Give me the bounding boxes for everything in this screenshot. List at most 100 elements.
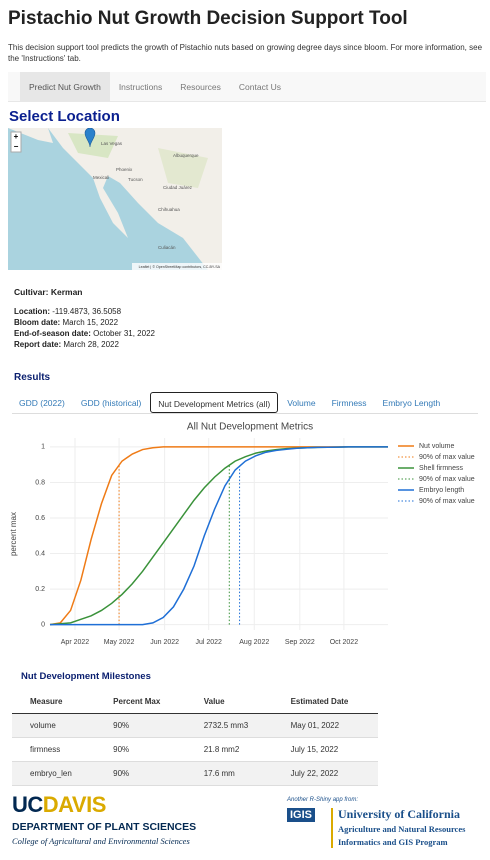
section-heading: Select Location xyxy=(9,108,120,125)
university: University of California xyxy=(338,807,460,821)
ucdavis-logo: UCDAVIS xyxy=(12,792,106,818)
x-tick-label: Jun 2022 xyxy=(150,639,179,646)
milestones-table: Measure Percent Max Value Estimated Date vol… xyxy=(12,690,378,786)
table-row: volume 90% 2732.5 mm3 May 01, 2022 xyxy=(12,713,378,738)
attribution-bg xyxy=(132,263,222,270)
report-info: Location: -119.4873, 36.5058 Bloom date: … xyxy=(14,306,155,350)
nav-tab[interactable]: Contact Us xyxy=(238,82,281,92)
anr: Agriculture and Natural Resources xyxy=(338,824,466,834)
zoom-control xyxy=(10,131,22,153)
igis-logo: IGIS xyxy=(287,808,316,822)
info-value: -119.4873, 36.5058 xyxy=(52,307,122,316)
info-line: Bloom date: March 15, 2022 xyxy=(14,317,155,328)
result-tab[interactable]: GDD (historical) xyxy=(80,398,142,408)
info-value: October 31, 2022 xyxy=(93,329,155,338)
result-tab[interactable]: Embryo Length xyxy=(382,398,441,408)
department: DEPARTMENT OF PLANT SCIENCES xyxy=(12,821,197,833)
legend-label: Embryo length xyxy=(419,487,464,494)
series-line xyxy=(50,446,388,626)
header-row: Measure Percent Max Value Estimated Date xyxy=(12,690,378,714)
legend-label: 90% of max value xyxy=(419,498,475,505)
city-label: Chihuahua xyxy=(158,207,180,212)
y-tick-label: 0.8 xyxy=(35,479,45,486)
city-label: Ciudad Juárez xyxy=(163,185,193,190)
table-cell: embryo_len xyxy=(12,761,96,786)
info-line: Report date: March 28, 2022 xyxy=(14,339,155,350)
legend-label: Shell firmness xyxy=(419,465,463,472)
city-label: Albuquerque xyxy=(173,153,199,158)
x-tick-label: Sep 2022 xyxy=(285,639,315,646)
city-label: Tucson xyxy=(128,177,143,182)
table-heading: Nut Development Milestones xyxy=(21,671,151,682)
zoom-out[interactable]: − xyxy=(14,142,19,151)
logo-davis: DAVIS xyxy=(42,792,107,817)
x-tick-label: May 2022 xyxy=(104,639,135,646)
series-line xyxy=(49,446,388,626)
legend-label: 90% of max value xyxy=(419,476,475,483)
column-header: Value xyxy=(185,690,273,714)
divider xyxy=(331,808,333,848)
legend-label: 90% of max value xyxy=(419,454,475,461)
result-tab[interactable]: Nut Development Metrics (all) xyxy=(150,392,279,413)
table-cell: May 01, 2022 xyxy=(272,713,378,738)
nav-tab[interactable]: Instructions xyxy=(118,82,163,92)
table-row: firmness 90% 21.8 mm2 July 15, 2022 xyxy=(12,737,378,762)
column-header: Estimated Date xyxy=(272,690,378,714)
location-marker[interactable] xyxy=(84,128,96,148)
result-tabs: GDD (2022) GDD (historical) Nut Developmen… xyxy=(12,392,478,414)
info-label: Bloom date: xyxy=(14,318,61,327)
y-axis-label: percent max xyxy=(9,512,18,556)
y-tick-label: 0 xyxy=(41,622,45,629)
shiny-note: Another R-Shiny app from: xyxy=(287,797,359,803)
y-tick-label: 0.2 xyxy=(35,586,45,593)
app-title: Pistachio Nut Growth Decision Support To… xyxy=(8,8,408,29)
map-labels: Las Vegas Albuquerque Phoenix Tucson Mex… xyxy=(93,141,199,250)
result-tab[interactable]: GDD (2022) xyxy=(19,398,65,408)
table-cell: volume xyxy=(12,713,96,738)
table-cell: July 22, 2022 xyxy=(272,761,378,786)
nav-tab[interactable]: Resources xyxy=(180,82,221,92)
x-tick-label: Jul 2022 xyxy=(195,639,222,646)
x-tick-label: Aug 2022 xyxy=(239,639,269,646)
table-cell: July 15, 2022 xyxy=(272,737,378,762)
city-label: Mexicali xyxy=(93,175,109,180)
y-tick-label: 0.6 xyxy=(35,515,45,522)
logo-uc: UC xyxy=(12,792,43,817)
table-cell: 2732.5 mm3 xyxy=(185,713,273,738)
description: This decision support tool predicts the … xyxy=(8,43,483,63)
x-tick-label: Oct 2022 xyxy=(330,639,359,646)
table-cell: 90% xyxy=(95,737,186,762)
city-label: Culiacán xyxy=(158,245,176,250)
city-label: Phoenix xyxy=(116,167,133,172)
info-value: March 15, 2022 xyxy=(62,318,119,327)
nav-tab[interactable]: Predict Nut Growth xyxy=(20,72,110,101)
y-tick-label: 1 xyxy=(41,444,45,451)
x-tick-label: Apr 2022 xyxy=(61,639,90,646)
table-row: embryo_len 90% 17.6 mm July 22, 2022 xyxy=(12,761,378,786)
cultivar: Cultivar: Kerman xyxy=(14,287,83,297)
table-cell: 21.8 mm2 xyxy=(185,737,273,762)
result-tab[interactable]: Firmness xyxy=(331,398,367,408)
info-label: Location: xyxy=(14,307,50,316)
info-label: Report date: xyxy=(14,340,62,349)
nav-bar: Predict Nut Growth Instructions Resources C… xyxy=(8,72,486,102)
chart-title: All Nut Development Metrics xyxy=(187,422,313,433)
info-line: Location: -119.4873, 36.5058 xyxy=(14,306,155,317)
zoom-in[interactable]: + xyxy=(14,132,19,141)
table-cell: 90% xyxy=(95,761,186,786)
city-label: Las Vegas xyxy=(101,141,123,146)
column-header: Percent Max xyxy=(95,690,186,714)
results-heading: Results xyxy=(14,372,51,383)
info-value: March 28, 2022 xyxy=(63,340,119,349)
table-cell: 17.6 mm xyxy=(185,761,273,786)
table-cell: 90% xyxy=(95,713,186,738)
map[interactable]: Las Vegas Albuquerque Phoenix Tucson Mex… xyxy=(8,128,222,270)
land-cover xyxy=(68,133,118,158)
table-cell: firmness xyxy=(12,737,96,762)
column-header: Measure xyxy=(12,690,96,714)
result-tab[interactable]: Volume xyxy=(287,398,316,408)
info-line: End-of-season date: October 31, 2022 xyxy=(14,328,155,339)
attribution: Leaflet | © OpenStreetMap contributors, … xyxy=(139,265,221,269)
land-cover xyxy=(158,148,208,188)
